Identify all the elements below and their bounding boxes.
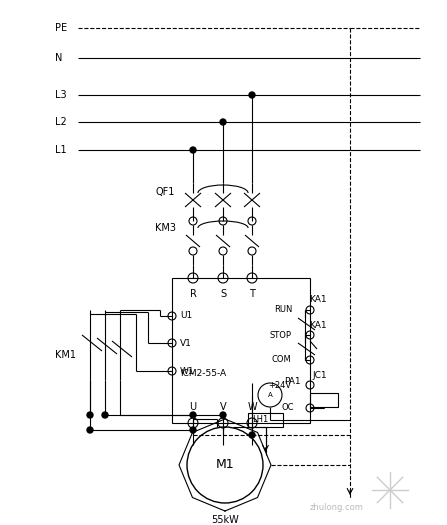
Circle shape	[190, 147, 196, 153]
Text: L2: L2	[55, 117, 67, 127]
Circle shape	[87, 427, 93, 433]
Bar	[172, 278, 310, 423]
Text: COM: COM	[272, 355, 292, 364]
Text: W: W	[247, 402, 257, 412]
Bar	[248, 413, 283, 427]
Text: KM1: KM1	[55, 350, 76, 360]
Text: T: T	[249, 289, 255, 299]
Text: 55kW: 55kW	[211, 515, 239, 525]
Text: KM3: KM3	[155, 223, 176, 233]
Text: LH1: LH1	[252, 415, 268, 425]
Text: ICM2-55-A: ICM2-55-A	[180, 369, 226, 377]
Text: R: R	[190, 289, 196, 299]
Text: PE: PE	[55, 23, 67, 33]
Text: U: U	[190, 402, 197, 412]
Text: L3: L3	[55, 90, 67, 100]
Text: QF1: QF1	[155, 187, 174, 197]
Text: V: V	[219, 402, 226, 412]
Circle shape	[102, 412, 108, 418]
Circle shape	[249, 92, 255, 98]
Text: V1: V1	[180, 339, 192, 348]
Bar	[310, 393, 338, 407]
Circle shape	[220, 412, 226, 418]
Text: M1: M1	[216, 458, 234, 471]
Text: zhulong.com: zhulong.com	[310, 503, 364, 512]
Text: JC1: JC1	[312, 372, 327, 381]
Circle shape	[190, 412, 196, 418]
Text: KA1: KA1	[309, 320, 327, 330]
Text: RUN: RUN	[274, 306, 292, 314]
Text: A: A	[268, 392, 272, 398]
Text: W1: W1	[180, 366, 194, 375]
Text: +24V: +24V	[268, 381, 291, 390]
Text: L1: L1	[55, 145, 67, 155]
Circle shape	[190, 427, 196, 433]
Text: KA1: KA1	[309, 296, 327, 304]
Text: PA1: PA1	[284, 376, 301, 385]
Text: OC: OC	[282, 404, 295, 413]
Text: STOP: STOP	[270, 331, 292, 340]
Circle shape	[87, 412, 93, 418]
Text: N: N	[55, 53, 63, 63]
Circle shape	[249, 432, 255, 438]
Text: S: S	[220, 289, 226, 299]
Text: U1: U1	[180, 311, 192, 320]
Circle shape	[220, 119, 226, 125]
